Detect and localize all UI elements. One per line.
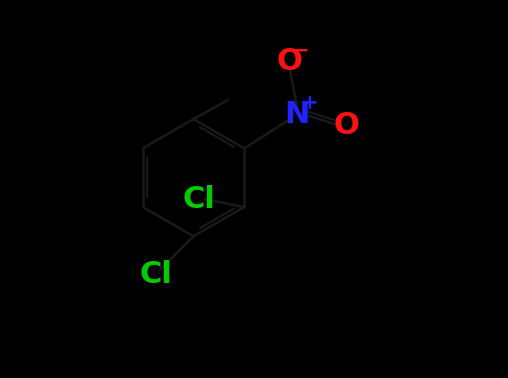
Text: Cl: Cl bbox=[182, 185, 215, 214]
Text: O: O bbox=[277, 47, 303, 76]
Text: Cl: Cl bbox=[139, 260, 172, 288]
Text: O: O bbox=[333, 111, 359, 140]
Text: +: + bbox=[300, 93, 318, 113]
Text: N: N bbox=[284, 100, 310, 129]
Text: −: − bbox=[292, 41, 310, 61]
